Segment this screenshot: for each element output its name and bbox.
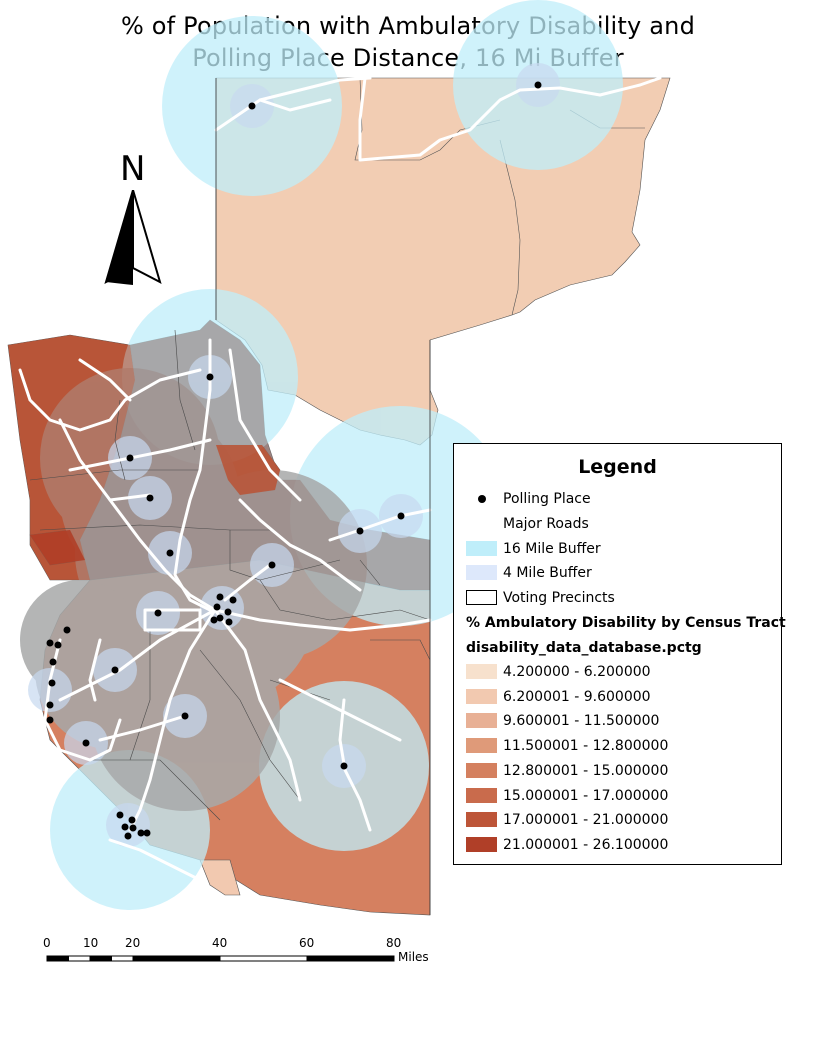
polling-places — [46, 81, 542, 840]
legend-title: Legend — [578, 456, 657, 478]
scale-bar — [46, 955, 395, 962]
class-swatch — [466, 688, 497, 704]
class-swatch — [466, 836, 497, 852]
precinct-swatch — [466, 590, 497, 605]
class-swatch — [466, 812, 497, 828]
polling-place-icon — [478, 495, 486, 503]
legend-label: Polling Place — [503, 491, 591, 507]
class-swatch — [466, 762, 497, 778]
legend-label: Major Roads — [503, 516, 589, 532]
class-label: 11.500001 - 12.800000 — [503, 738, 669, 755]
north-arrow-icon — [104, 190, 162, 285]
tract-southwest-pale — [199, 859, 241, 896]
legend-label: 16 Mile Buffer — [503, 541, 601, 557]
legend-layer-title: % Ambulatory Disability by Census Tract — [466, 615, 786, 631]
class-label: 9.600001 - 11.500000 — [503, 713, 660, 730]
buffer-4-swatch — [466, 565, 497, 580]
class-label: 21.000001 - 26.100000 — [503, 836, 669, 853]
class-swatch — [466, 738, 497, 754]
class-label: 6.200001 - 9.600000 — [503, 688, 651, 705]
scale-tick-40: 40 — [212, 936, 228, 950]
buffer-16-swatch — [466, 541, 497, 556]
north-arrow-label: N — [120, 149, 146, 189]
legend-label: Voting Precincts — [503, 590, 615, 606]
class-swatch — [466, 664, 497, 679]
scale-tick-60: 60 — [299, 936, 315, 950]
class-swatch — [466, 713, 497, 729]
class-label: 4.200000 - 6.200000 — [503, 664, 651, 680]
scale-tick-0: 0 — [43, 936, 51, 950]
scale-tick-20: 20 — [125, 936, 141, 950]
voting-precincts — [29, 329, 431, 821]
legend: Legend Polling Place Major Roads 16 Mile… — [453, 443, 786, 865]
scale-tick-80: 80 — [386, 936, 402, 950]
class-label: 17.000001 - 21.000000 — [503, 812, 669, 829]
class-label: 12.800001 - 15.000000 — [503, 762, 669, 779]
class-swatch — [466, 787, 497, 803]
major-roads — [18, 76, 662, 882]
scale-unit: Miles — [398, 950, 429, 964]
legend-label: 4 Mile Buffer — [503, 565, 592, 581]
legend-field-name: disability_data_database.pctg — [466, 640, 702, 656]
scale-tick-10: 10 — [83, 936, 99, 950]
class-label: 15.000001 - 17.000000 — [503, 787, 669, 804]
